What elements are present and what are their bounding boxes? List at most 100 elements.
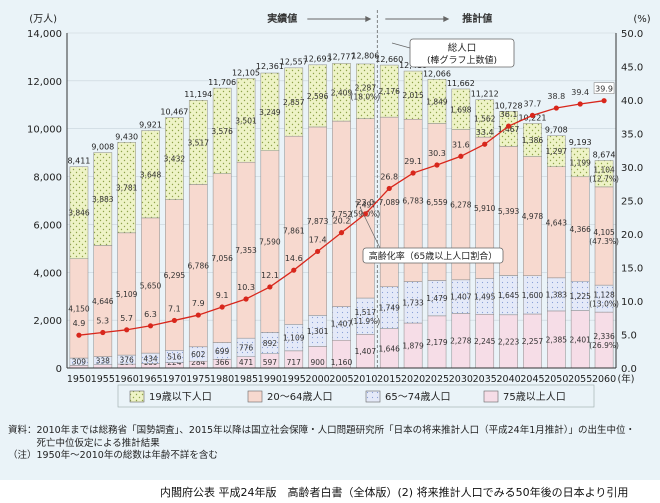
bar-value-label: 1,383 — [546, 290, 568, 299]
bar-segment — [308, 64, 327, 128]
bar-value-label: 2,336 — [593, 332, 615, 341]
aging-rate-label: 5.7 — [120, 314, 133, 323]
bar-share-label: (47.3%) — [589, 237, 619, 246]
bar-segment — [499, 111, 518, 147]
bar-value-label: 7,873 — [307, 217, 329, 226]
bar-value-label: 900 — [310, 358, 325, 367]
source-note-line: （注）1950年～2010年の総数は年齢不詳を含む — [8, 450, 218, 461]
source-line-1: 資料：2010年までは総務省「国勢調査」、2015年以降は国立社会保障・人口問題… — [8, 425, 635, 436]
bar-total-label: 10,728 — [495, 101, 523, 110]
legend-swatch — [129, 390, 145, 403]
bar-total-label: 9,708 — [545, 126, 568, 135]
aging-rate-point — [529, 112, 536, 119]
bar-value-label: 2,385 — [546, 335, 568, 344]
bar-value-label: 516 — [167, 352, 182, 361]
aging-rate-point — [76, 332, 82, 338]
bar-value-label: 1,128 — [593, 291, 615, 300]
aging-rate-label: 39.4 — [571, 88, 589, 97]
aging-rate-point — [243, 296, 249, 302]
bar-value-label: 2,278 — [450, 337, 472, 346]
callout-total-note: (棒グラフ上数値) — [427, 54, 497, 66]
y-tick-label-right: 45.0 — [621, 63, 643, 74]
x-tick-label: 1970 — [162, 374, 186, 385]
bar-value-label: 3,517 — [188, 138, 210, 147]
bar-share-label: (26.9%) — [589, 341, 619, 350]
bar-value-label: 2,401 — [569, 335, 591, 344]
y-unit-left: (万人) — [29, 13, 57, 25]
bar-value-label: 2,257 — [522, 337, 544, 346]
bar-total-label: 11,706 — [208, 78, 236, 87]
bar-value-label: 2,245 — [474, 337, 496, 346]
bar-value-label: 699 — [215, 347, 230, 356]
bar-value-label: 1,104 — [593, 166, 615, 175]
bar-value-label: 434 — [143, 354, 158, 363]
aging-rate-point — [458, 153, 464, 159]
aging-rate-point — [147, 323, 154, 329]
bar-value-label: 471 — [239, 358, 254, 367]
bar-segment — [475, 99, 495, 138]
bar-segment — [93, 152, 113, 246]
source-line-2: 死亡中位仮定による推計結果 — [8, 437, 160, 449]
bar-value-label: 4,646 — [92, 297, 114, 306]
bar-segment — [188, 100, 208, 185]
bar-segment — [165, 117, 184, 200]
x-tick-label: 2010 — [353, 374, 377, 385]
callout-total-leader — [391, 42, 411, 49]
bar-value-label: 1,849 — [426, 97, 448, 106]
section-label-projected: 推計値 — [462, 12, 492, 25]
x-tick-label: 1975 — [186, 374, 210, 385]
bar-value-label: 7,497 — [355, 200, 377, 209]
bar-segment — [284, 67, 304, 137]
bar-value-label: 7,752 — [331, 210, 353, 219]
bar-total-label: 12,066 — [423, 69, 451, 78]
bar-value-label: 3,576 — [211, 127, 233, 136]
y-tick-label-left: 8,000 — [33, 173, 62, 184]
bar-total-label: 12,660 — [375, 55, 403, 64]
aging-rate-label: 39.9 — [595, 85, 613, 94]
x-tick-label: 1955 — [91, 374, 115, 385]
bar-total-label: 8,411 — [67, 157, 90, 166]
section-label-actual: 実績値 — [267, 12, 297, 25]
aging-rate-point — [410, 170, 416, 176]
bar-value-label: 2,179 — [426, 338, 448, 347]
bar-total-label: 11,194 — [184, 90, 212, 99]
bar-value-label: 602 — [191, 350, 206, 359]
bar-total-label: 9,430 — [115, 132, 138, 141]
y-unit-right: (%) — [633, 14, 650, 25]
bar-value-label: 3,249 — [259, 108, 281, 117]
x-tick-label: 1965 — [138, 374, 162, 385]
bar-segment — [570, 147, 590, 178]
bar-value-label: 2,596 — [307, 92, 329, 101]
bar-value-label: 2,015 — [402, 91, 424, 100]
aging-rate-point — [553, 105, 559, 111]
bar-value-label: 892 — [263, 339, 278, 348]
bar-value-label: 376 — [120, 356, 135, 365]
bar-segment — [236, 78, 256, 163]
aging-rate-label: 20.2 — [333, 217, 351, 226]
bar-value-label: 1,160 — [331, 358, 353, 367]
bar-value-label: 2,409 — [331, 88, 353, 97]
bar-value-label: 1,645 — [498, 291, 520, 300]
aging-rate-point — [291, 267, 297, 273]
bar-value-label: 1,495 — [474, 292, 496, 301]
aging-rate-point — [171, 317, 178, 324]
source-note: 資料：2010年までは総務省「国勢調査」、2015年以降は国立社会保障・人口問題… — [8, 425, 635, 463]
y-tick-label-right: 35.0 — [621, 130, 643, 141]
callout-rate-label: 高齢化率（65歳以上人口割合） — [369, 250, 497, 262]
bar-value-label: 7,861 — [283, 226, 305, 235]
bar-value-label: 1,879 — [402, 342, 424, 351]
aging-rate-label: 23.0 — [356, 198, 374, 207]
bar-value-label: 3,846 — [68, 209, 90, 218]
x-tick-label: 2015 — [377, 374, 401, 385]
bar-value-label: 3,501 — [235, 116, 257, 125]
bar-value-label: 2,857 — [283, 98, 305, 107]
bar-value-label: 3,648 — [140, 170, 162, 179]
bar-total-label: 12,105 — [232, 68, 260, 77]
bar-value-label: 3,883 — [92, 195, 114, 204]
bar-share-label: (11.9%) — [351, 317, 381, 326]
bar-total-label: 12,557 — [280, 58, 308, 67]
credit-line: 内閣府公表 平成24年版 高齢者白書（全体版）(2) 将来推計人口でみる50年後… — [160, 486, 629, 499]
bar-segment — [332, 63, 351, 122]
bar-value-label: 1,749 — [378, 304, 400, 313]
bar-segment — [427, 79, 447, 124]
